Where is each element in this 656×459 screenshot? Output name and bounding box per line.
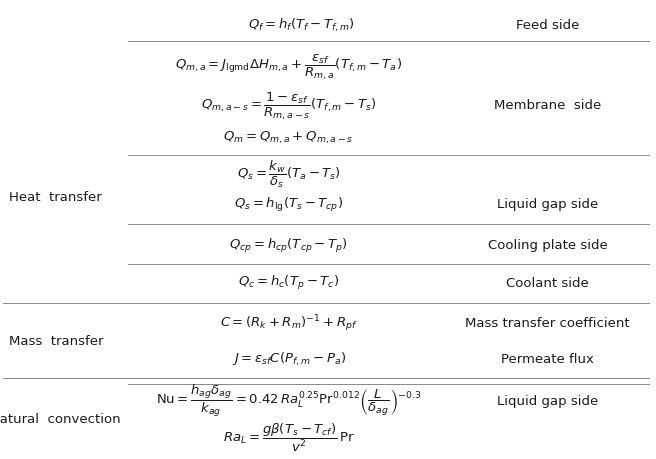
Text: $C = (R_k + R_m)^{-1} + R_{pf}$: $C = (R_k + R_m)^{-1} + R_{pf}$ bbox=[220, 313, 358, 333]
Text: Mass  transfer: Mass transfer bbox=[9, 335, 103, 347]
Text: Mass transfer coefficient: Mass transfer coefficient bbox=[466, 317, 630, 330]
Text: Liquid gap side: Liquid gap side bbox=[497, 198, 598, 211]
Text: $Q_m = Q_{m,a} + Q_{m,a-s}$: $Q_m = Q_{m,a} + Q_{m,a-s}$ bbox=[224, 129, 354, 146]
Text: Permeate flux: Permeate flux bbox=[501, 353, 594, 365]
Text: $Q_s = \dfrac{k_w}{\delta_s}(T_a - T_s)$: $Q_s = \dfrac{k_w}{\delta_s}(T_a - T_s)$ bbox=[237, 159, 340, 190]
Text: Cooling plate side: Cooling plate side bbox=[488, 239, 607, 252]
Text: Heat  transfer: Heat transfer bbox=[9, 191, 102, 204]
Text: $Q_f = h_f(T_f - T_{f,m})$: $Q_f = h_f(T_f - T_{f,m})$ bbox=[248, 17, 356, 34]
Text: Membrane  side: Membrane side bbox=[494, 99, 602, 112]
Text: $Q_{m,a-s} = \dfrac{1-\epsilon_{sf}}{R_{m,a-s}}(T_{f,m} - T_s)$: $Q_{m,a-s} = \dfrac{1-\epsilon_{sf}}{R_{… bbox=[201, 90, 377, 121]
Text: $Q_{m,a} = J_{\mathrm{lgmd}}\Delta H_{m,a} + \dfrac{\epsilon_{sf}}{R_{m,a}}(T_{f: $Q_{m,a} = J_{\mathrm{lgmd}}\Delta H_{m,… bbox=[175, 52, 402, 81]
Text: $Q_s = h_{\mathrm{lg}}(T_s - T_{cp})$: $Q_s = h_{\mathrm{lg}}(T_s - T_{cp})$ bbox=[234, 195, 343, 213]
Text: Liquid gap side: Liquid gap side bbox=[497, 394, 598, 407]
Text: $Q_{cp} = h_{cp}(T_{cp} - T_p)$: $Q_{cp} = h_{cp}(T_{cp} - T_p)$ bbox=[229, 236, 348, 254]
Text: $J = \epsilon_{sf} C(P_{f,m} - P_a)$: $J = \epsilon_{sf} C(P_{f,m} - P_a)$ bbox=[232, 350, 346, 368]
Text: $\mathrm{Nu} = \dfrac{h_{ag}\delta_{ag}}{k_{ag}} = 0.42\,Ra_L^{0.25}\mathrm{Pr}^: $\mathrm{Nu} = \dfrac{h_{ag}\delta_{ag}}… bbox=[156, 382, 421, 418]
Text: $Q_c = h_c(T_p - T_c)$: $Q_c = h_c(T_p - T_c)$ bbox=[238, 274, 339, 292]
Text: Natural  convection: Natural convection bbox=[0, 412, 121, 425]
Text: $Ra_L = \dfrac{g\beta(T_s - T_{cf})}{v^2}\,\mathrm{Pr}$: $Ra_L = \dfrac{g\beta(T_s - T_{cf})}{v^2… bbox=[222, 421, 355, 453]
Text: Feed side: Feed side bbox=[516, 19, 579, 32]
Text: Coolant side: Coolant side bbox=[506, 276, 589, 289]
